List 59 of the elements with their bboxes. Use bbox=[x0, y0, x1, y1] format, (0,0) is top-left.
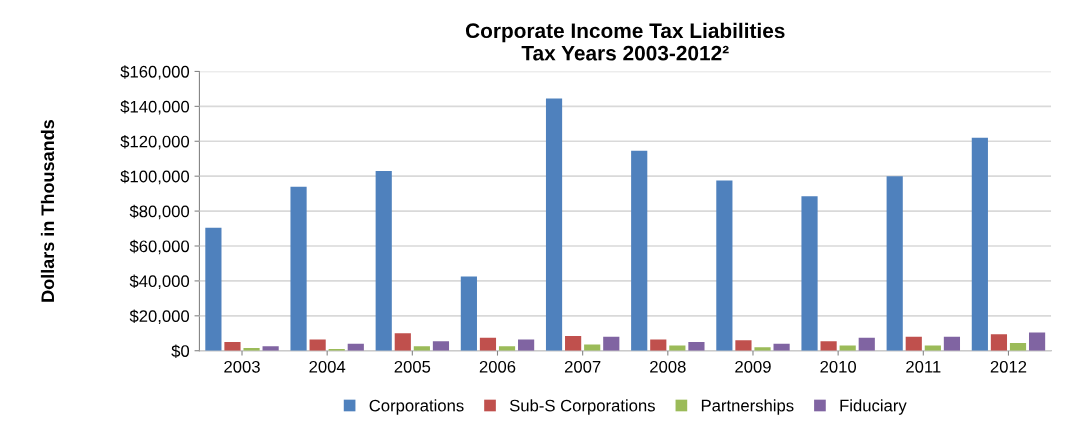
bar bbox=[688, 342, 705, 351]
bar bbox=[716, 180, 733, 351]
bar bbox=[205, 227, 222, 351]
legend-label: Fiduciary bbox=[840, 399, 907, 415]
bar bbox=[309, 339, 326, 351]
bar bbox=[432, 341, 450, 351]
y-tick-label: $120,000 bbox=[120, 134, 190, 150]
bar bbox=[545, 98, 563, 351]
bar bbox=[971, 137, 988, 351]
bar bbox=[224, 342, 241, 351]
bar bbox=[735, 340, 752, 351]
y-tick-label: $40,000 bbox=[129, 274, 190, 290]
bar bbox=[479, 337, 497, 351]
bar bbox=[801, 196, 818, 351]
bar bbox=[290, 186, 307, 351]
bar bbox=[262, 346, 279, 351]
bar bbox=[498, 346, 516, 351]
bar bbox=[460, 276, 477, 351]
bar bbox=[990, 334, 1008, 351]
bar bbox=[375, 170, 392, 351]
bar bbox=[650, 339, 667, 351]
bar bbox=[518, 339, 535, 351]
bar bbox=[394, 333, 411, 351]
x-tick-label: 2006 bbox=[479, 360, 516, 373]
y-tick-label: $140,000 bbox=[120, 100, 190, 115]
y-tick-label: $80,000 bbox=[129, 204, 190, 220]
x-tick-label: 2004 bbox=[309, 360, 346, 373]
bar bbox=[631, 150, 648, 351]
x-tick-label: 2012 bbox=[990, 360, 1027, 373]
y-tick-label: $20,000 bbox=[129, 309, 190, 324]
y-tick-label: $100,000 bbox=[120, 169, 190, 185]
bar bbox=[858, 337, 875, 351]
bar bbox=[669, 345, 686, 351]
y-axis-title: Dollars in Thousands bbox=[40, 120, 55, 302]
legend-label: Partnerships bbox=[701, 399, 794, 415]
chart-title: Corporate Income Tax Liabilities Tax Years 2003-2012² bbox=[465, 22, 785, 61]
x-tick-label: 2007 bbox=[564, 360, 601, 373]
legend-label: Corporations bbox=[369, 399, 464, 415]
bar bbox=[565, 335, 582, 351]
bar bbox=[905, 336, 922, 351]
bar bbox=[413, 346, 430, 351]
bar bbox=[820, 341, 837, 351]
bar bbox=[924, 345, 941, 351]
x-tick-label: 2010 bbox=[820, 360, 857, 373]
y-tick-label: $60,000 bbox=[129, 239, 190, 255]
bar bbox=[1028, 332, 1046, 351]
x-tick-label: 2003 bbox=[224, 360, 260, 373]
bar bbox=[839, 345, 856, 351]
x-tick-label: 2005 bbox=[394, 360, 431, 373]
y-tick-label: $0 bbox=[171, 344, 190, 358]
legend-label: Sub-S Corporations bbox=[509, 399, 655, 415]
y-tick-label: $160,000 bbox=[120, 65, 190, 80]
bar bbox=[754, 347, 771, 351]
bar bbox=[943, 336, 961, 351]
x-tick-label: 2011 bbox=[906, 360, 941, 373]
x-tick-label: 2009 bbox=[735, 360, 771, 373]
x-tick-label: 2008 bbox=[650, 360, 686, 373]
bar bbox=[886, 176, 903, 351]
bar bbox=[603, 336, 620, 351]
